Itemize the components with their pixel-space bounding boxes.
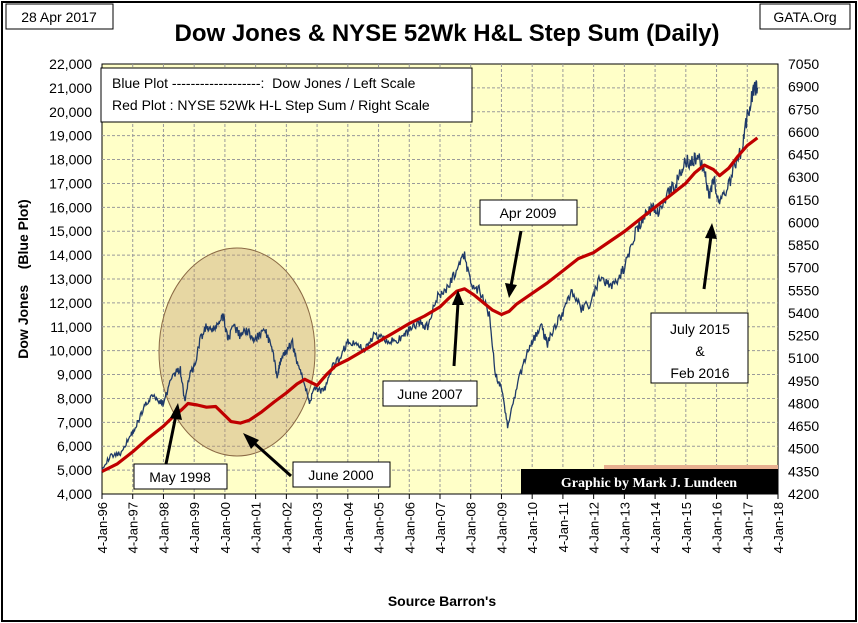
left-tick-label: 10,000 — [49, 343, 92, 359]
x-tick-label: 4-Jan-18 — [771, 502, 786, 553]
right-tick-label: 4200 — [788, 486, 819, 502]
right-tick-label: 4350 — [788, 463, 819, 479]
x-tick-label: 4-Jan-09 — [494, 502, 509, 553]
x-tick-label: 4-Jan-98 — [156, 502, 171, 553]
series-layer — [101, 80, 759, 473]
x-tick-label: 4-Jan-10 — [525, 502, 540, 553]
left-tick-label: 4,000 — [57, 486, 92, 502]
annotation-june-2007: June 2007 — [382, 290, 478, 407]
right-tick-label: 6600 — [788, 124, 819, 140]
legend-box — [100, 67, 473, 123]
right-tick-label: 6000 — [788, 214, 819, 230]
right-tick-label: 5850 — [788, 237, 819, 253]
right-tick-label: 5400 — [788, 305, 819, 321]
credit-box — [521, 469, 778, 494]
right-tick-label: 6150 — [788, 192, 819, 208]
credit-text: Graphic by Mark J. Lundeen — [561, 476, 737, 491]
x-tick-label: 4-Jan-17 — [740, 502, 755, 553]
right-tick-label: 4650 — [788, 418, 819, 434]
left-tick-label: 15,000 — [49, 223, 92, 239]
x-tick-label: 4-Jan-00 — [218, 502, 233, 553]
right-tick-label: 6750 — [788, 101, 819, 117]
svg-text:July 2015&Feb 2016: July 2015 & Feb 2016 — [670, 321, 730, 381]
right-tick-label: 5250 — [788, 328, 819, 344]
right-tick-label: 6900 — [788, 79, 819, 95]
x-axis-title: Source Barron's — [388, 593, 497, 609]
left-tick-label: 17,000 — [49, 175, 92, 191]
x-tick-label: 4-Jan-13 — [617, 502, 632, 553]
credit-accent — [604, 465, 778, 471]
x-tick-label: 4-Jan-97 — [126, 502, 141, 553]
x-tick-label: 4-Jan-15 — [679, 502, 694, 553]
x-tick-label: 4-Jan-04 — [341, 502, 356, 553]
chart-title: Dow Jones & NYSE 52Wk H&L Step Sum (Dail… — [174, 20, 719, 47]
highlight-ellipse — [158, 247, 316, 457]
right-tick-label: 6450 — [788, 147, 819, 163]
right-tick-label: 5100 — [788, 350, 819, 366]
source-site: GATA.Org — [773, 9, 836, 25]
x-tick-label: 4-Jan-14 — [648, 502, 663, 553]
left-tick-label: 20,000 — [49, 104, 92, 120]
x-tick-label: 4-Jan-02 — [279, 502, 294, 553]
left-tick-label: 11,000 — [50, 319, 92, 335]
annotation-apr-2009: Apr 2009 — [479, 199, 578, 298]
left-tick-label: 21,000 — [49, 80, 92, 96]
svg-text:May 1998: May 1998 — [149, 469, 211, 485]
right-tick-label: 6300 — [788, 169, 819, 185]
svg-text:June 2007: June 2007 — [397, 386, 463, 402]
x-axis: 4-Jan-96 4-Jan-97 4-Jan-98 4-Jan-99 4-Jan-00… — [95, 494, 786, 553]
annotation-may-1998: May 1998 — [133, 403, 228, 490]
legend-line-1: Blue Plot -------------------: Dow Jones… — [112, 75, 416, 91]
right-tick-label: 7050 — [788, 56, 819, 72]
right-tick-label: 4950 — [788, 373, 819, 389]
dow-jones-line — [101, 80, 759, 471]
left-tick-label: 19,000 — [49, 128, 92, 144]
right-tick-label: 4800 — [788, 395, 819, 411]
left-tick-label: 7,000 — [57, 414, 92, 430]
x-tick-label: 4-Jan-01 — [249, 502, 264, 553]
left-tick-label: 14,000 — [49, 247, 92, 263]
left-tick-label: 13,000 — [49, 271, 92, 287]
x-tick-label: 4-Jan-03 — [310, 502, 325, 553]
y-axis-title: Dow Jones (Blue Plot) — [15, 199, 31, 358]
annotation-june-2000: June 2000 — [243, 433, 391, 488]
right-tick-label: 4500 — [788, 441, 819, 457]
x-tick-label: 4-Jan-05 — [372, 502, 387, 553]
left-tick-label: 16,000 — [49, 199, 92, 215]
left-tick-label: 8,000 — [57, 390, 92, 406]
x-tick-label: 4-Jan-16 — [710, 502, 725, 553]
date-box — [5, 3, 114, 30]
left-tick-label: 6,000 — [57, 438, 92, 454]
annotation-july-2015-feb-2016: July 2015 & Feb 2016 — [650, 223, 749, 384]
left-tick-label: 22,000 — [49, 56, 92, 72]
legend-line-2: Red Plot : NYSE 52Wk H-L Step Sum / Righ… — [112, 97, 430, 113]
x-tick-label: 4-Jan-12 — [587, 502, 602, 553]
x-tick-label: 4-Jan-07 — [433, 502, 448, 553]
left-tick-label: 12,000 — [49, 295, 92, 311]
right-tick-label: 5700 — [788, 260, 819, 276]
site-box — [759, 3, 851, 30]
svg-text:June 2000: June 2000 — [308, 467, 374, 483]
x-tick-label: 4-Jan-11 — [556, 502, 571, 552]
left-tick-label: 18,000 — [49, 152, 92, 168]
left-axis: 4,000 5,000 6,000 7,000 8,000 9,000 10,000 11,0… — [49, 56, 92, 502]
date-stamp: 28 Apr 2017 — [21, 9, 97, 25]
x-tick-label: 4-Jan-99 — [187, 502, 202, 553]
right-axis: 4200 4350 4500 4650 4800 4950 5100 5250 5400 5550… — [788, 56, 819, 502]
x-tick-label: 4-Jan-96 — [95, 502, 110, 553]
right-tick-label: 5550 — [788, 282, 819, 298]
left-tick-label: 5,000 — [57, 462, 92, 478]
x-tick-label: 4-Jan-06 — [402, 502, 417, 553]
svg-text:Apr 2009: Apr 2009 — [500, 205, 557, 221]
nyse-step-sum-line — [101, 136, 759, 473]
left-tick-label: 9,000 — [57, 367, 92, 383]
x-tick-label: 4-Jan-08 — [464, 502, 479, 553]
